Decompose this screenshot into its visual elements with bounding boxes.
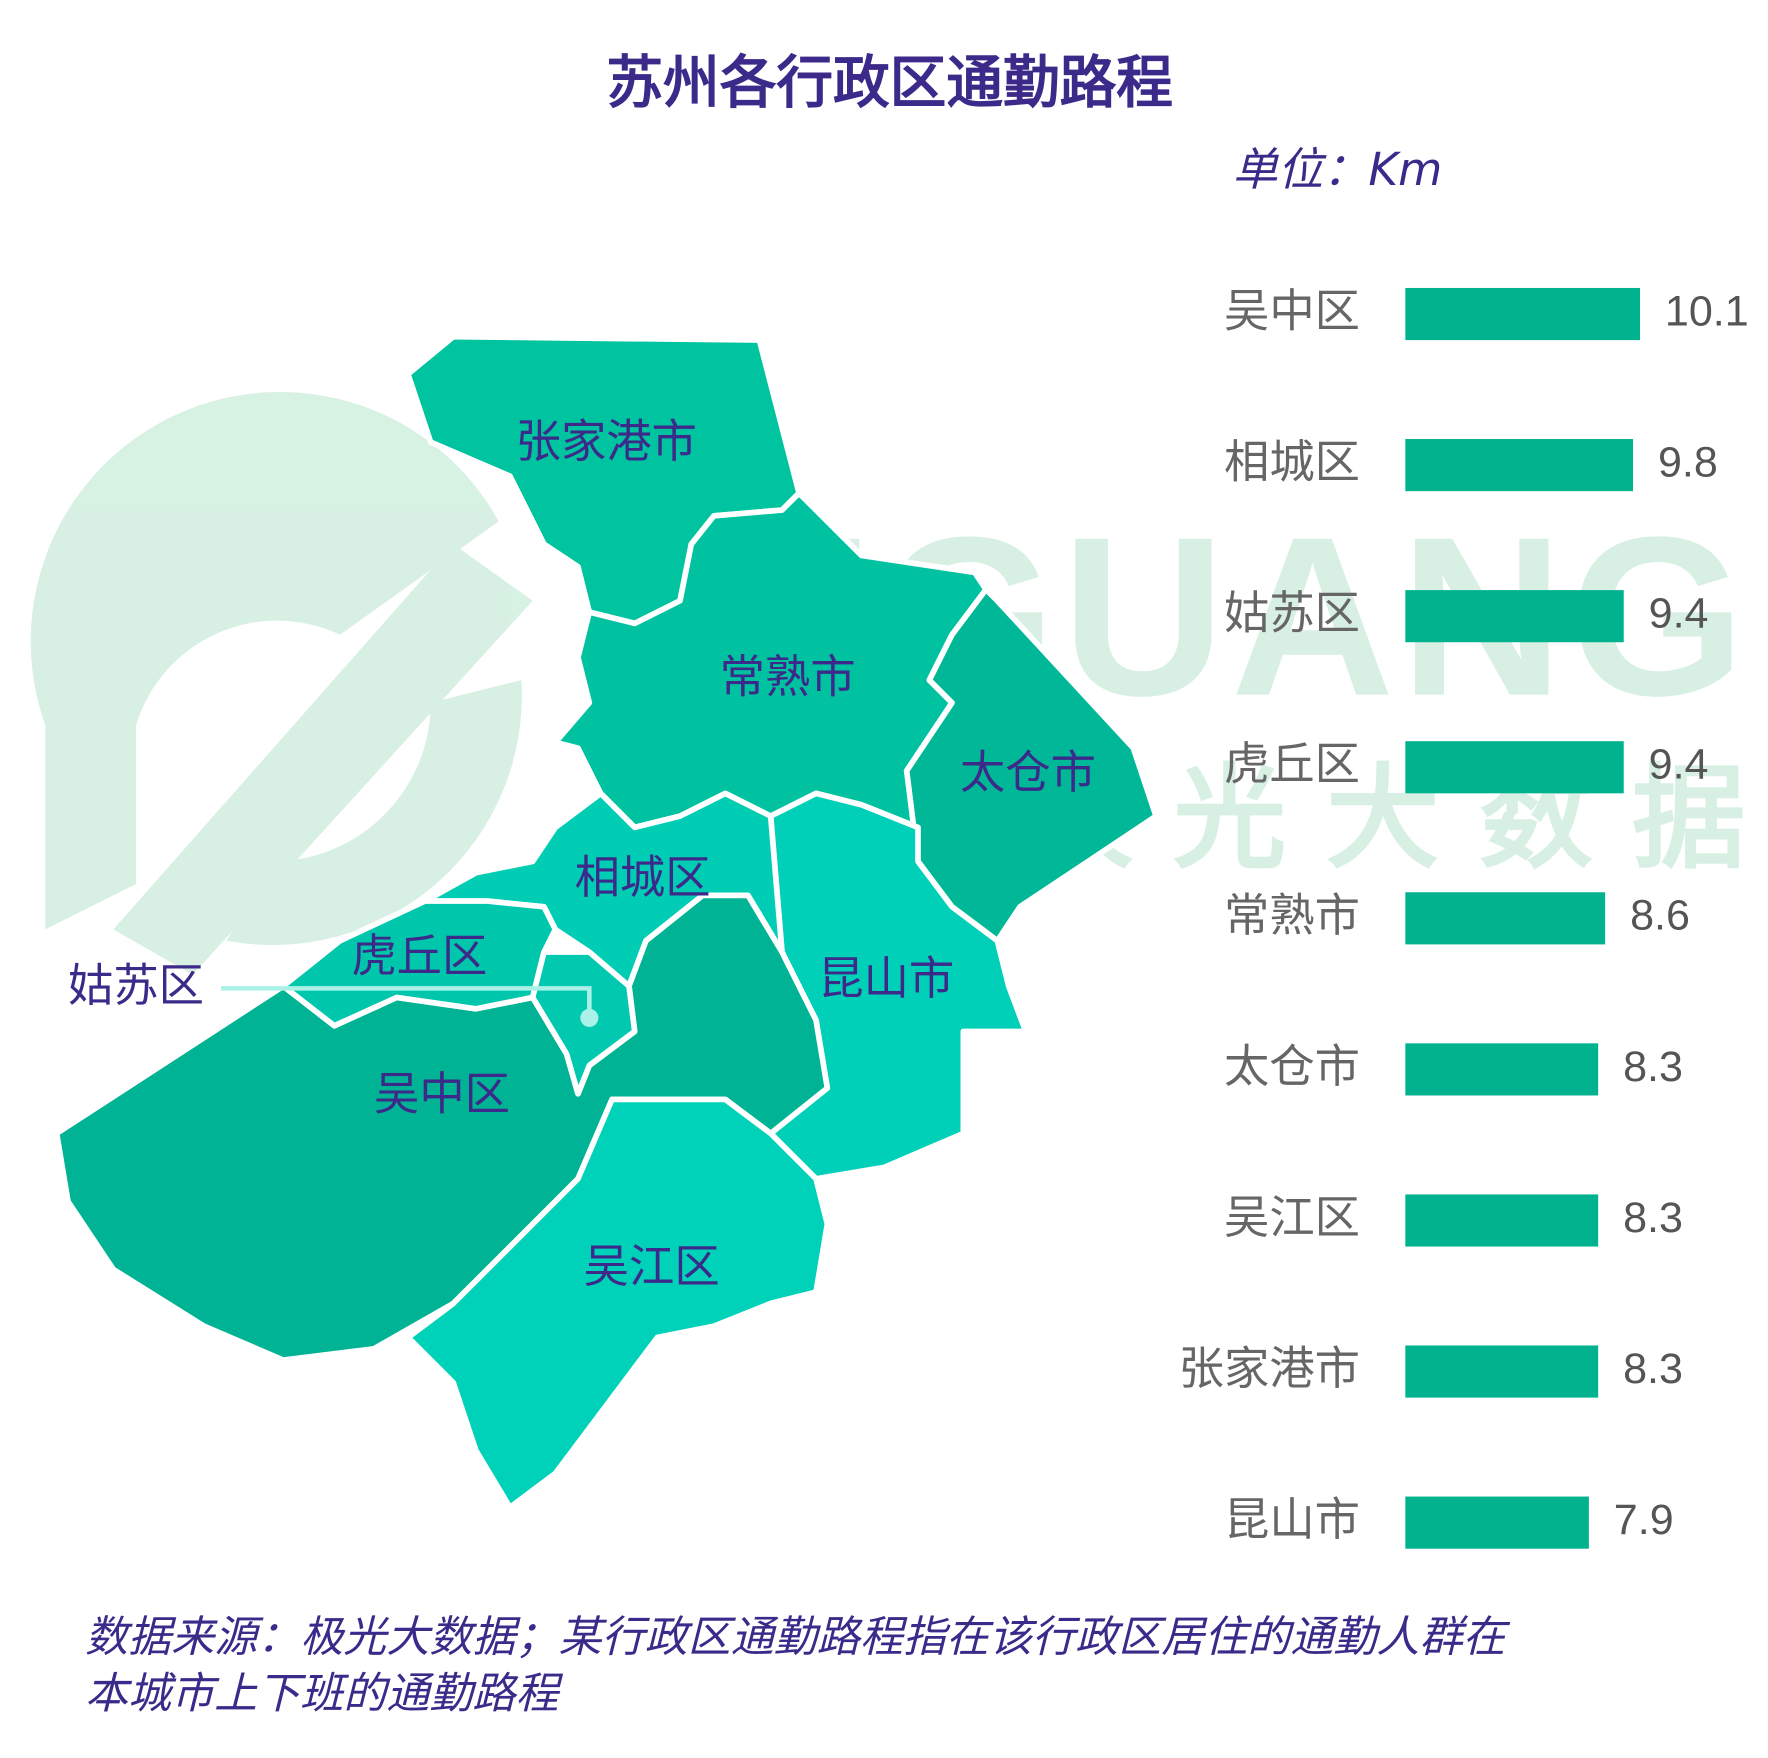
region-label: 常熟市 — [720, 651, 856, 704]
note: 数据来源：极光大数据；某行政区通勤路程指在该行政区居住的通勤人群在 — [85, 1613, 1511, 1663]
value-label: 9.4 — [1649, 741, 1709, 789]
chart-title: 苏州各行政区通勤路程 — [606, 50, 1173, 116]
value-label: 7.9 — [1614, 1496, 1674, 1544]
map-region — [280, 898, 559, 1029]
value-label: 10.1 — [1665, 287, 1749, 335]
region-label: 姑苏区 — [68, 959, 204, 1012]
callout-line — [221, 986, 592, 1018]
value-label: 8.3 — [1623, 1043, 1683, 1091]
watermark-logo — [30, 392, 499, 930]
callout-dot — [580, 1008, 599, 1027]
region-label: 太仓市 — [960, 746, 1096, 799]
category-label: 相城区 — [1224, 436, 1360, 489]
bar — [1405, 590, 1624, 643]
category-label: 姑苏区 — [1224, 587, 1360, 640]
bar — [1405, 1345, 1599, 1398]
value-label: 8.3 — [1623, 1194, 1683, 1242]
bar — [1405, 439, 1634, 492]
bar — [1405, 1043, 1599, 1096]
map-region — [405, 1096, 831, 1511]
value-label: 8.6 — [1630, 892, 1690, 940]
region-label: 昆山市 — [818, 952, 954, 1005]
bar — [1405, 892, 1606, 945]
region-label: 吴中区 — [374, 1068, 510, 1121]
map: 张家港市 常熟市 太仓市 相城区 虎丘区 姑苏区 昆山市 吴中区 吴江区 — [53, 333, 1159, 1511]
note: 本城市上下班的通勤路程 — [85, 1669, 563, 1719]
bar — [1405, 741, 1624, 794]
watermark-logo — [226, 680, 522, 946]
category-label: 昆山市 — [1224, 1493, 1360, 1546]
region-label: 张家港市 — [516, 415, 697, 468]
watermark-logo — [113, 544, 533, 975]
value-label: 8.3 — [1623, 1345, 1683, 1393]
unit-label: 单位：Km — [1232, 143, 1442, 196]
region-label: 吴江区 — [584, 1240, 720, 1293]
category-label: 常熟市 — [1224, 889, 1360, 942]
category-label: 太仓市 — [1224, 1040, 1360, 1093]
region-label: 相城区 — [575, 851, 711, 904]
category-label: 虎丘区 — [1224, 738, 1360, 791]
bar — [1405, 1496, 1589, 1549]
category-label: 张家港市 — [1179, 1342, 1360, 1395]
value-label: 9.4 — [1649, 590, 1709, 638]
category-label: 吴江区 — [1224, 1191, 1360, 1244]
value-label: 9.8 — [1658, 438, 1718, 486]
bar — [1405, 1194, 1599, 1247]
bar — [1405, 287, 1640, 341]
category-label: 吴中区 — [1224, 285, 1360, 338]
region-label: 虎丘区 — [351, 929, 487, 982]
